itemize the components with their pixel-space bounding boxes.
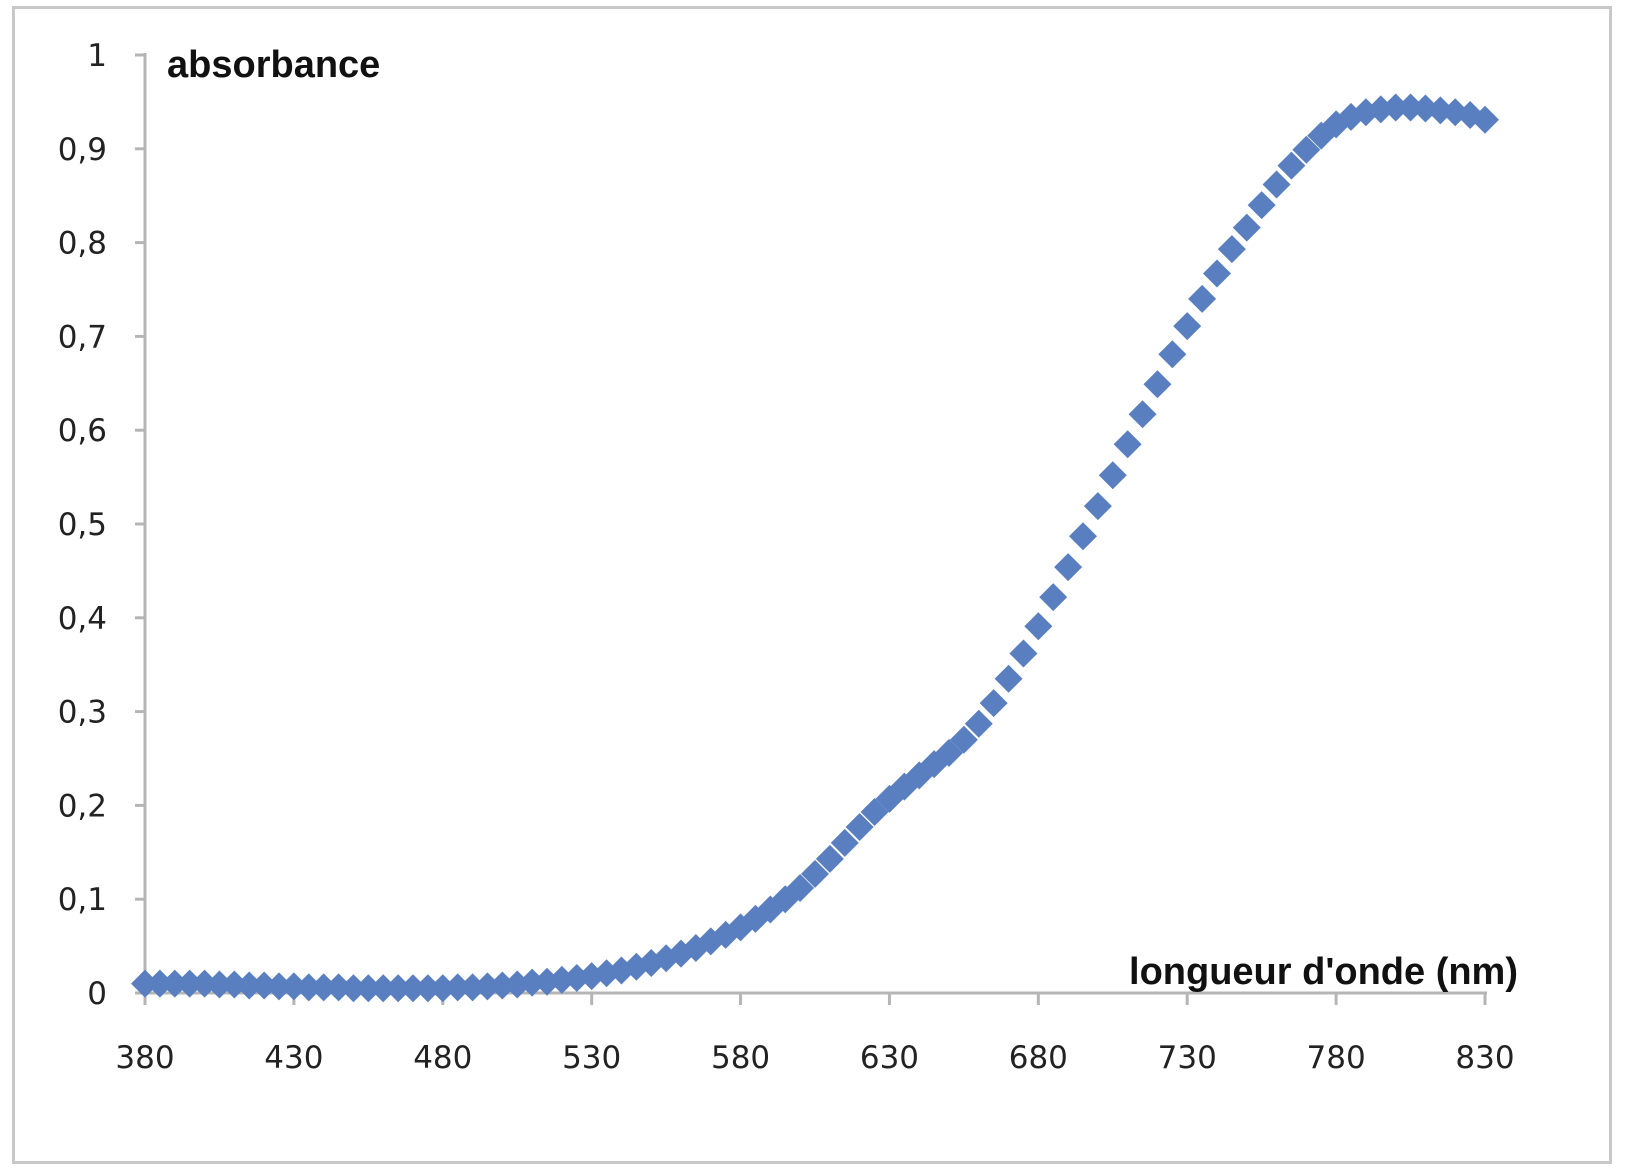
data-point	[1113, 430, 1142, 459]
data-point	[443, 973, 472, 1002]
y-tick-label: 0,1	[58, 882, 107, 918]
data-point	[265, 972, 293, 1001]
chart-frame: 0 0,1 0,2 0,3 0,4 0,5 0,6 0,7 0,8 0,9 1 380 430 480 53…	[12, 6, 1612, 1164]
data-point	[979, 689, 1008, 718]
data-point	[1471, 105, 1499, 134]
y-axis-title: absorbance	[167, 44, 380, 86]
data-point	[1188, 284, 1217, 313]
data-point	[786, 873, 815, 902]
data-point	[1247, 191, 1276, 220]
data-point	[1292, 135, 1321, 164]
data-point	[1203, 259, 1231, 288]
data-point	[294, 973, 323, 1002]
axes	[143, 53, 1487, 995]
data-point	[860, 797, 889, 826]
data-point	[1083, 492, 1112, 521]
data-point	[145, 969, 174, 998]
data-point	[1262, 170, 1291, 199]
x-tick-label: 630	[860, 1040, 919, 1076]
x-tick-label: 830	[1455, 1040, 1514, 1076]
data-point	[1173, 312, 1202, 341]
data-point	[309, 973, 338, 1002]
data-point	[1098, 461, 1127, 490]
data-point	[413, 974, 442, 1003]
chart: 0 0,1 0,2 0,3 0,4 0,5 0,6 0,7 0,8 0,9 1 380 430 480 53…	[58, 38, 1518, 1076]
y-tick-label: 1	[87, 38, 107, 74]
data-point	[1128, 400, 1157, 429]
x-tick-label: 380	[115, 1040, 174, 1076]
data-point	[160, 969, 189, 998]
data-point	[339, 974, 368, 1003]
y-tick-label: 0,4	[58, 601, 107, 637]
x-tick-label: 780	[1307, 1040, 1366, 1076]
data-point	[131, 969, 159, 998]
data-point	[845, 812, 874, 841]
data-point	[1069, 522, 1097, 551]
data-point	[175, 969, 204, 998]
data-point	[369, 974, 398, 1003]
data-points	[131, 93, 1499, 1003]
data-point	[830, 828, 859, 857]
data-point	[1158, 340, 1187, 369]
data-point	[949, 725, 978, 754]
x-tick-label: 580	[711, 1040, 770, 1076]
y-tick-label: 0,3	[58, 695, 107, 731]
data-point	[384, 974, 413, 1003]
data-point	[1143, 370, 1172, 399]
data-point	[801, 859, 829, 888]
tick-labels: 0 0,1 0,2 0,3 0,4 0,5 0,6 0,7 0,8 0,9 1 380 430 480 53…	[58, 38, 1515, 1076]
data-point	[1009, 639, 1038, 668]
y-tick-label: 0,2	[58, 788, 107, 824]
x-tick-label: 730	[1158, 1040, 1217, 1076]
y-tick-label: 0,9	[58, 132, 107, 168]
data-point	[1024, 612, 1053, 641]
data-point	[1381, 93, 1410, 122]
x-tick-label: 680	[1009, 1040, 1068, 1076]
data-point	[1217, 235, 1246, 264]
data-point	[935, 738, 963, 767]
data-point	[994, 664, 1023, 693]
x-tick-label: 480	[413, 1040, 472, 1076]
x-tick-label: 430	[264, 1040, 323, 1076]
data-point	[1232, 213, 1261, 242]
data-point	[1277, 151, 1306, 180]
data-point	[235, 971, 264, 1000]
data-point	[205, 970, 234, 999]
data-point	[964, 709, 993, 738]
data-point	[488, 971, 517, 1000]
tick-marks	[135, 53, 1487, 1005]
x-axis-title: longueur d'onde (nm)	[1129, 951, 1518, 993]
data-point	[1039, 583, 1068, 612]
y-tick-label: 0,6	[58, 413, 107, 449]
y-tick-label: 0,7	[58, 319, 107, 355]
y-tick-label: 0,5	[58, 507, 107, 543]
data-point	[399, 974, 427, 1003]
y-tick-label: 0,8	[58, 226, 107, 262]
data-point	[1054, 553, 1083, 582]
data-point	[354, 974, 383, 1003]
x-tick-label: 530	[562, 1040, 621, 1076]
data-point	[815, 844, 844, 873]
y-tick-label: 0	[87, 976, 107, 1012]
